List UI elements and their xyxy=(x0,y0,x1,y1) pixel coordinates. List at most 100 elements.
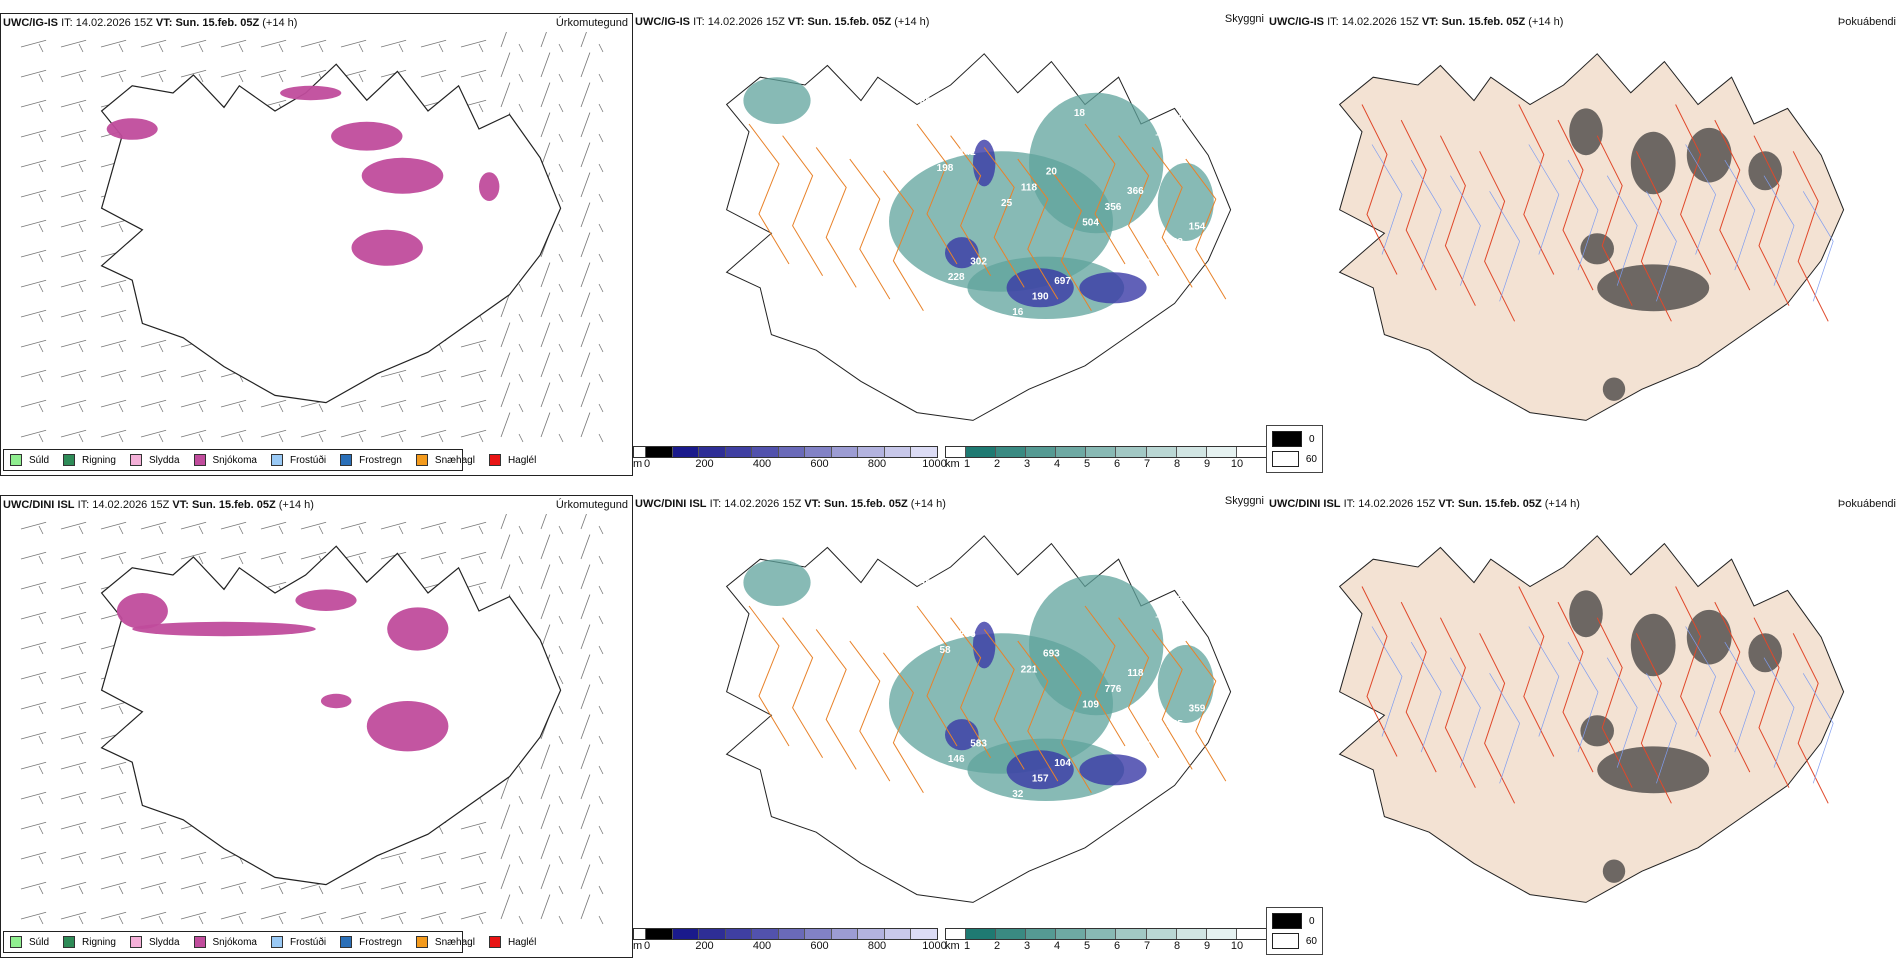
precip-type-map[interactable] xyxy=(1,32,632,452)
colorbar-cell xyxy=(646,447,673,457)
vt-label: VT: xyxy=(172,499,189,511)
fog-legend: 0 60 xyxy=(1266,907,1323,955)
legend-label: Frostregn xyxy=(359,936,402,948)
cloud-height-label: 198 xyxy=(937,163,954,174)
cloud-height-label: 155 xyxy=(1116,311,1133,322)
colorbar-tick-label: 10 xyxy=(1230,458,1244,470)
wind-barb-icon xyxy=(380,39,407,53)
river-line xyxy=(1685,144,1716,255)
road-line xyxy=(1084,605,1126,747)
wind-barb-icon xyxy=(460,69,487,83)
river-line xyxy=(1450,175,1481,286)
it-value: 14.02.2026 15Z xyxy=(707,16,785,28)
wind-barb-icon xyxy=(460,881,487,895)
legend-item: Snæhagl xyxy=(415,454,475,466)
it-label: IT: xyxy=(709,498,722,510)
wind-barb-icon xyxy=(60,641,87,655)
wind-barb-icon xyxy=(580,412,604,443)
visibility-map[interactable]: 556 118 104 263 359 397 693 583 380 776 157 286 145 1… xyxy=(633,513,1266,923)
model-name: UWC/IG-IS xyxy=(635,16,690,28)
wind-barb-icon xyxy=(60,309,87,323)
wind-barb-icon xyxy=(500,834,524,865)
vt-label: VT: xyxy=(1421,16,1439,28)
colorbar-tick-label: 1 xyxy=(963,940,971,952)
low-visibility-area xyxy=(1157,163,1214,241)
wind-barb-icon xyxy=(220,881,247,895)
wind-barb-icon xyxy=(60,881,87,895)
colorbar-cell xyxy=(996,929,1027,939)
wind-barb-icon xyxy=(340,521,367,535)
wind-barb-icon xyxy=(340,881,367,895)
cloud-height-label: 126 xyxy=(1155,610,1172,621)
wind-barb-icon xyxy=(60,911,87,925)
panel-header: UWC/IG-IS IT: 14.02.2026 15Z VT: Sun. 15… xyxy=(3,17,297,29)
wind-barb-icon xyxy=(140,551,167,565)
legend-item: Snjókoma xyxy=(193,936,257,948)
it-value: 14.02.2026 15Z xyxy=(1358,498,1436,510)
legend-swatch xyxy=(488,936,501,948)
legend-swatch xyxy=(10,936,22,948)
wind-barb-icon xyxy=(180,69,207,83)
wind-barb-icon xyxy=(580,352,604,383)
colorbar-tick-label: 2 xyxy=(993,458,1001,470)
wind-barb-icon xyxy=(540,352,564,383)
wind-barb-icon xyxy=(60,69,87,83)
wind-barb-icon xyxy=(380,881,407,895)
fog-legend-label: 60 xyxy=(1305,453,1317,465)
lead-time: (+14 h) xyxy=(1544,498,1580,510)
fog-legend-label: 0 xyxy=(1309,433,1315,445)
road-line xyxy=(1361,104,1398,275)
low-cloud-base-area xyxy=(973,139,996,187)
colorbar-cell xyxy=(1086,929,1117,939)
wind-barb-icon xyxy=(580,624,604,655)
wind-barb-icon xyxy=(140,339,167,353)
wind-barb-icon xyxy=(140,399,167,413)
colorbar-cell xyxy=(884,929,912,939)
precip-type-map[interactable] xyxy=(1,514,632,934)
visibility-map[interactable]: 852 366 697 560 154 155 20 302 477 356 190 142 243 14… xyxy=(633,31,1266,441)
it-label: IT: xyxy=(1327,16,1339,28)
legend-label: Haglél xyxy=(507,454,537,466)
fog-area xyxy=(1597,264,1710,312)
cloud-height-label: 118 xyxy=(1021,182,1038,193)
wind-barb-icon xyxy=(20,791,47,805)
wind-barb-icon xyxy=(420,881,447,895)
panel-header: UWC/DINI ISL IT: 14.02.2026 15Z VT: Sun.… xyxy=(3,499,314,511)
road-line xyxy=(1557,119,1594,291)
wind-barb-icon xyxy=(580,744,604,775)
wind-barb-icon xyxy=(540,834,564,865)
wind-barb-icon xyxy=(60,99,87,113)
colorbar-cell xyxy=(1116,447,1147,457)
vt-value: Sun. 15.feb. 05Z xyxy=(175,17,260,29)
wind-barb-icon xyxy=(500,32,524,53)
cloud-height-label: 359 xyxy=(1189,703,1206,714)
road-line xyxy=(1675,586,1712,757)
road-line xyxy=(916,605,958,747)
model-name: UWC/IG-IS xyxy=(1269,16,1324,28)
colorbar-cell xyxy=(672,929,700,939)
wind-barb-icon xyxy=(20,39,47,53)
wind-barb-icon xyxy=(580,894,604,925)
colorbar-tick-label: 200 xyxy=(695,940,714,952)
precip-type-legend: Súld Rigning Slydda Snjókoma Frostúði Frostre… xyxy=(3,449,536,471)
road-line xyxy=(983,147,1025,288)
panel-header: UWC/DINI ISL IT: 14.02.2026 15Z VT: Sun.… xyxy=(635,498,946,510)
fog-area xyxy=(1748,633,1782,673)
cloud-height-label: 18 xyxy=(1074,108,1086,119)
wind-barb-icon xyxy=(100,821,127,835)
colorbar-cell xyxy=(1056,929,1087,939)
river-line xyxy=(1567,159,1599,271)
colorbar-cell xyxy=(699,929,726,939)
fog-map[interactable] xyxy=(1266,513,1900,923)
legend-label: Snjókoma xyxy=(212,454,257,466)
wind-barb-icon xyxy=(20,821,47,835)
fog-map[interactable] xyxy=(1266,31,1900,441)
cloud-height-label: 560 xyxy=(981,132,998,143)
wind-barb-icon xyxy=(340,429,367,443)
wind-barb-icon xyxy=(180,399,207,413)
colorbar-tick-label: 9 xyxy=(1203,458,1211,470)
wind-barb-icon xyxy=(220,429,247,443)
low-visibility-area xyxy=(743,77,811,124)
cloud-height-label: 58 xyxy=(939,645,951,656)
legend-label: Rigning xyxy=(82,454,116,466)
